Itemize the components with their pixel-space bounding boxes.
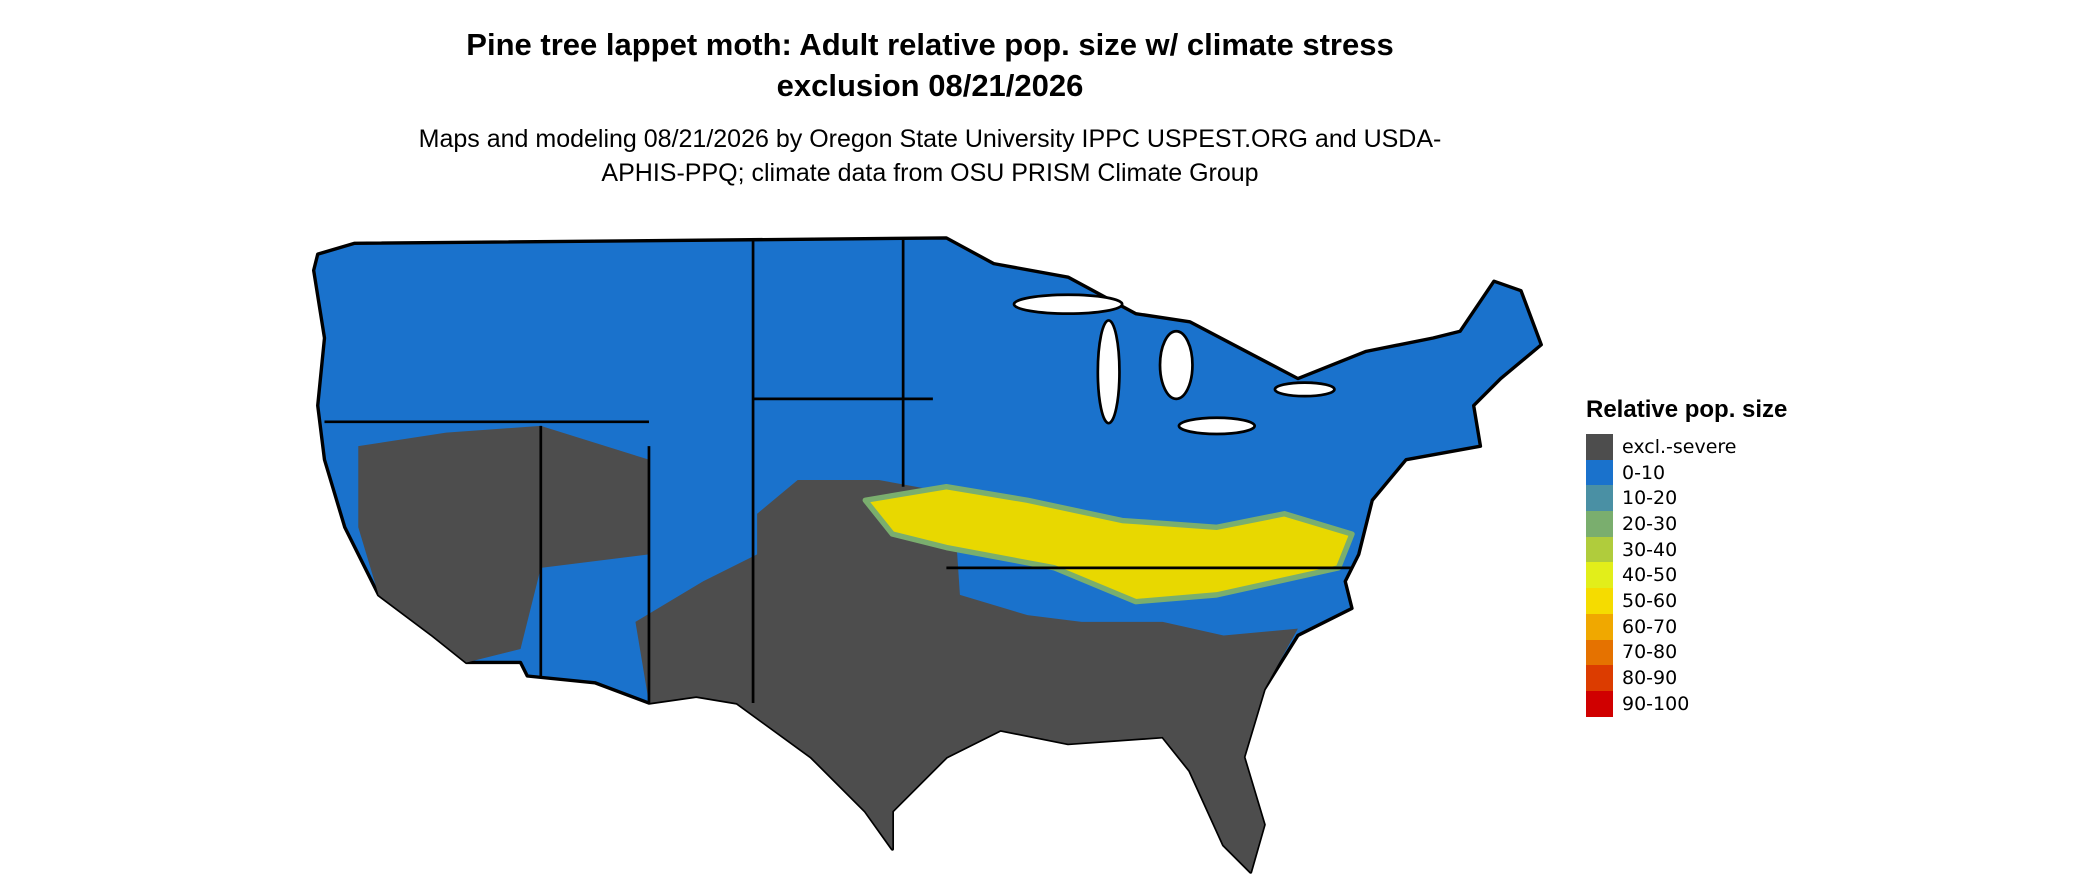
legend-item: 70-80	[1586, 639, 1737, 666]
lake	[1096, 319, 1121, 425]
legend-title: Relative pop. size	[1586, 396, 1788, 423]
legend-item: excl.-severe	[1586, 434, 1737, 460]
legend-item: 80-90	[1586, 665, 1737, 691]
legend-swatch	[1586, 588, 1613, 614]
state-borders	[324, 237, 1352, 704]
title: Pine tree lappet moth: Adult relative po…	[466, 27, 1394, 103]
legend-item: 60-70	[1586, 613, 1737, 640]
legend-label: 10-20	[1622, 487, 1678, 510]
legend-item: 0-10	[1586, 459, 1737, 486]
legend-item: 10-20	[1586, 485, 1737, 512]
legend-swatch	[1586, 613, 1613, 640]
legend-swatch	[1586, 562, 1613, 589]
legend-label: 40-50	[1622, 564, 1678, 587]
legend-swatch	[1586, 459, 1613, 486]
legend-item: 40-50	[1586, 562, 1737, 589]
legend-swatch	[1586, 690, 1613, 717]
legend-item: 50-60	[1586, 588, 1737, 614]
lake	[1177, 416, 1257, 436]
lake	[1158, 329, 1194, 401]
legend-swatch	[1586, 511, 1613, 537]
legend-label: 70-80	[1622, 641, 1678, 664]
legend-label: 30-40	[1622, 538, 1678, 561]
suitable-band	[862, 484, 1355, 605]
lake	[1012, 293, 1124, 316]
legend-swatch	[1586, 485, 1613, 512]
subtitle: Maps and modeling 08/21/2026 by Oregon S…	[418, 125, 1442, 187]
map	[311, 236, 1543, 874]
legend-label: 0-10	[1622, 461, 1666, 484]
legend-item: 20-30	[1586, 511, 1737, 537]
excluded-south	[635, 479, 1298, 873]
lake	[1273, 381, 1336, 398]
legend-item: 30-40	[1586, 536, 1737, 563]
legend-label: excl.-severe	[1622, 435, 1737, 458]
legend-swatch	[1586, 665, 1613, 691]
legend-label: 50-60	[1622, 589, 1678, 612]
legend-swatch	[1586, 536, 1613, 563]
legend-swatch	[1586, 434, 1613, 460]
excluded-west	[358, 425, 649, 663]
legend-label: 60-70	[1622, 615, 1678, 638]
legend-label: 80-90	[1622, 667, 1678, 690]
legend-swatch	[1586, 639, 1613, 666]
legend-label: 90-100	[1622, 692, 1690, 715]
legend-item: 90-100	[1586, 690, 1737, 717]
legend: excl.-severe 0-10 10-20 20-30 30-40 40-50 50-6…	[1586, 434, 1737, 717]
legend-label: 20-30	[1622, 512, 1678, 535]
